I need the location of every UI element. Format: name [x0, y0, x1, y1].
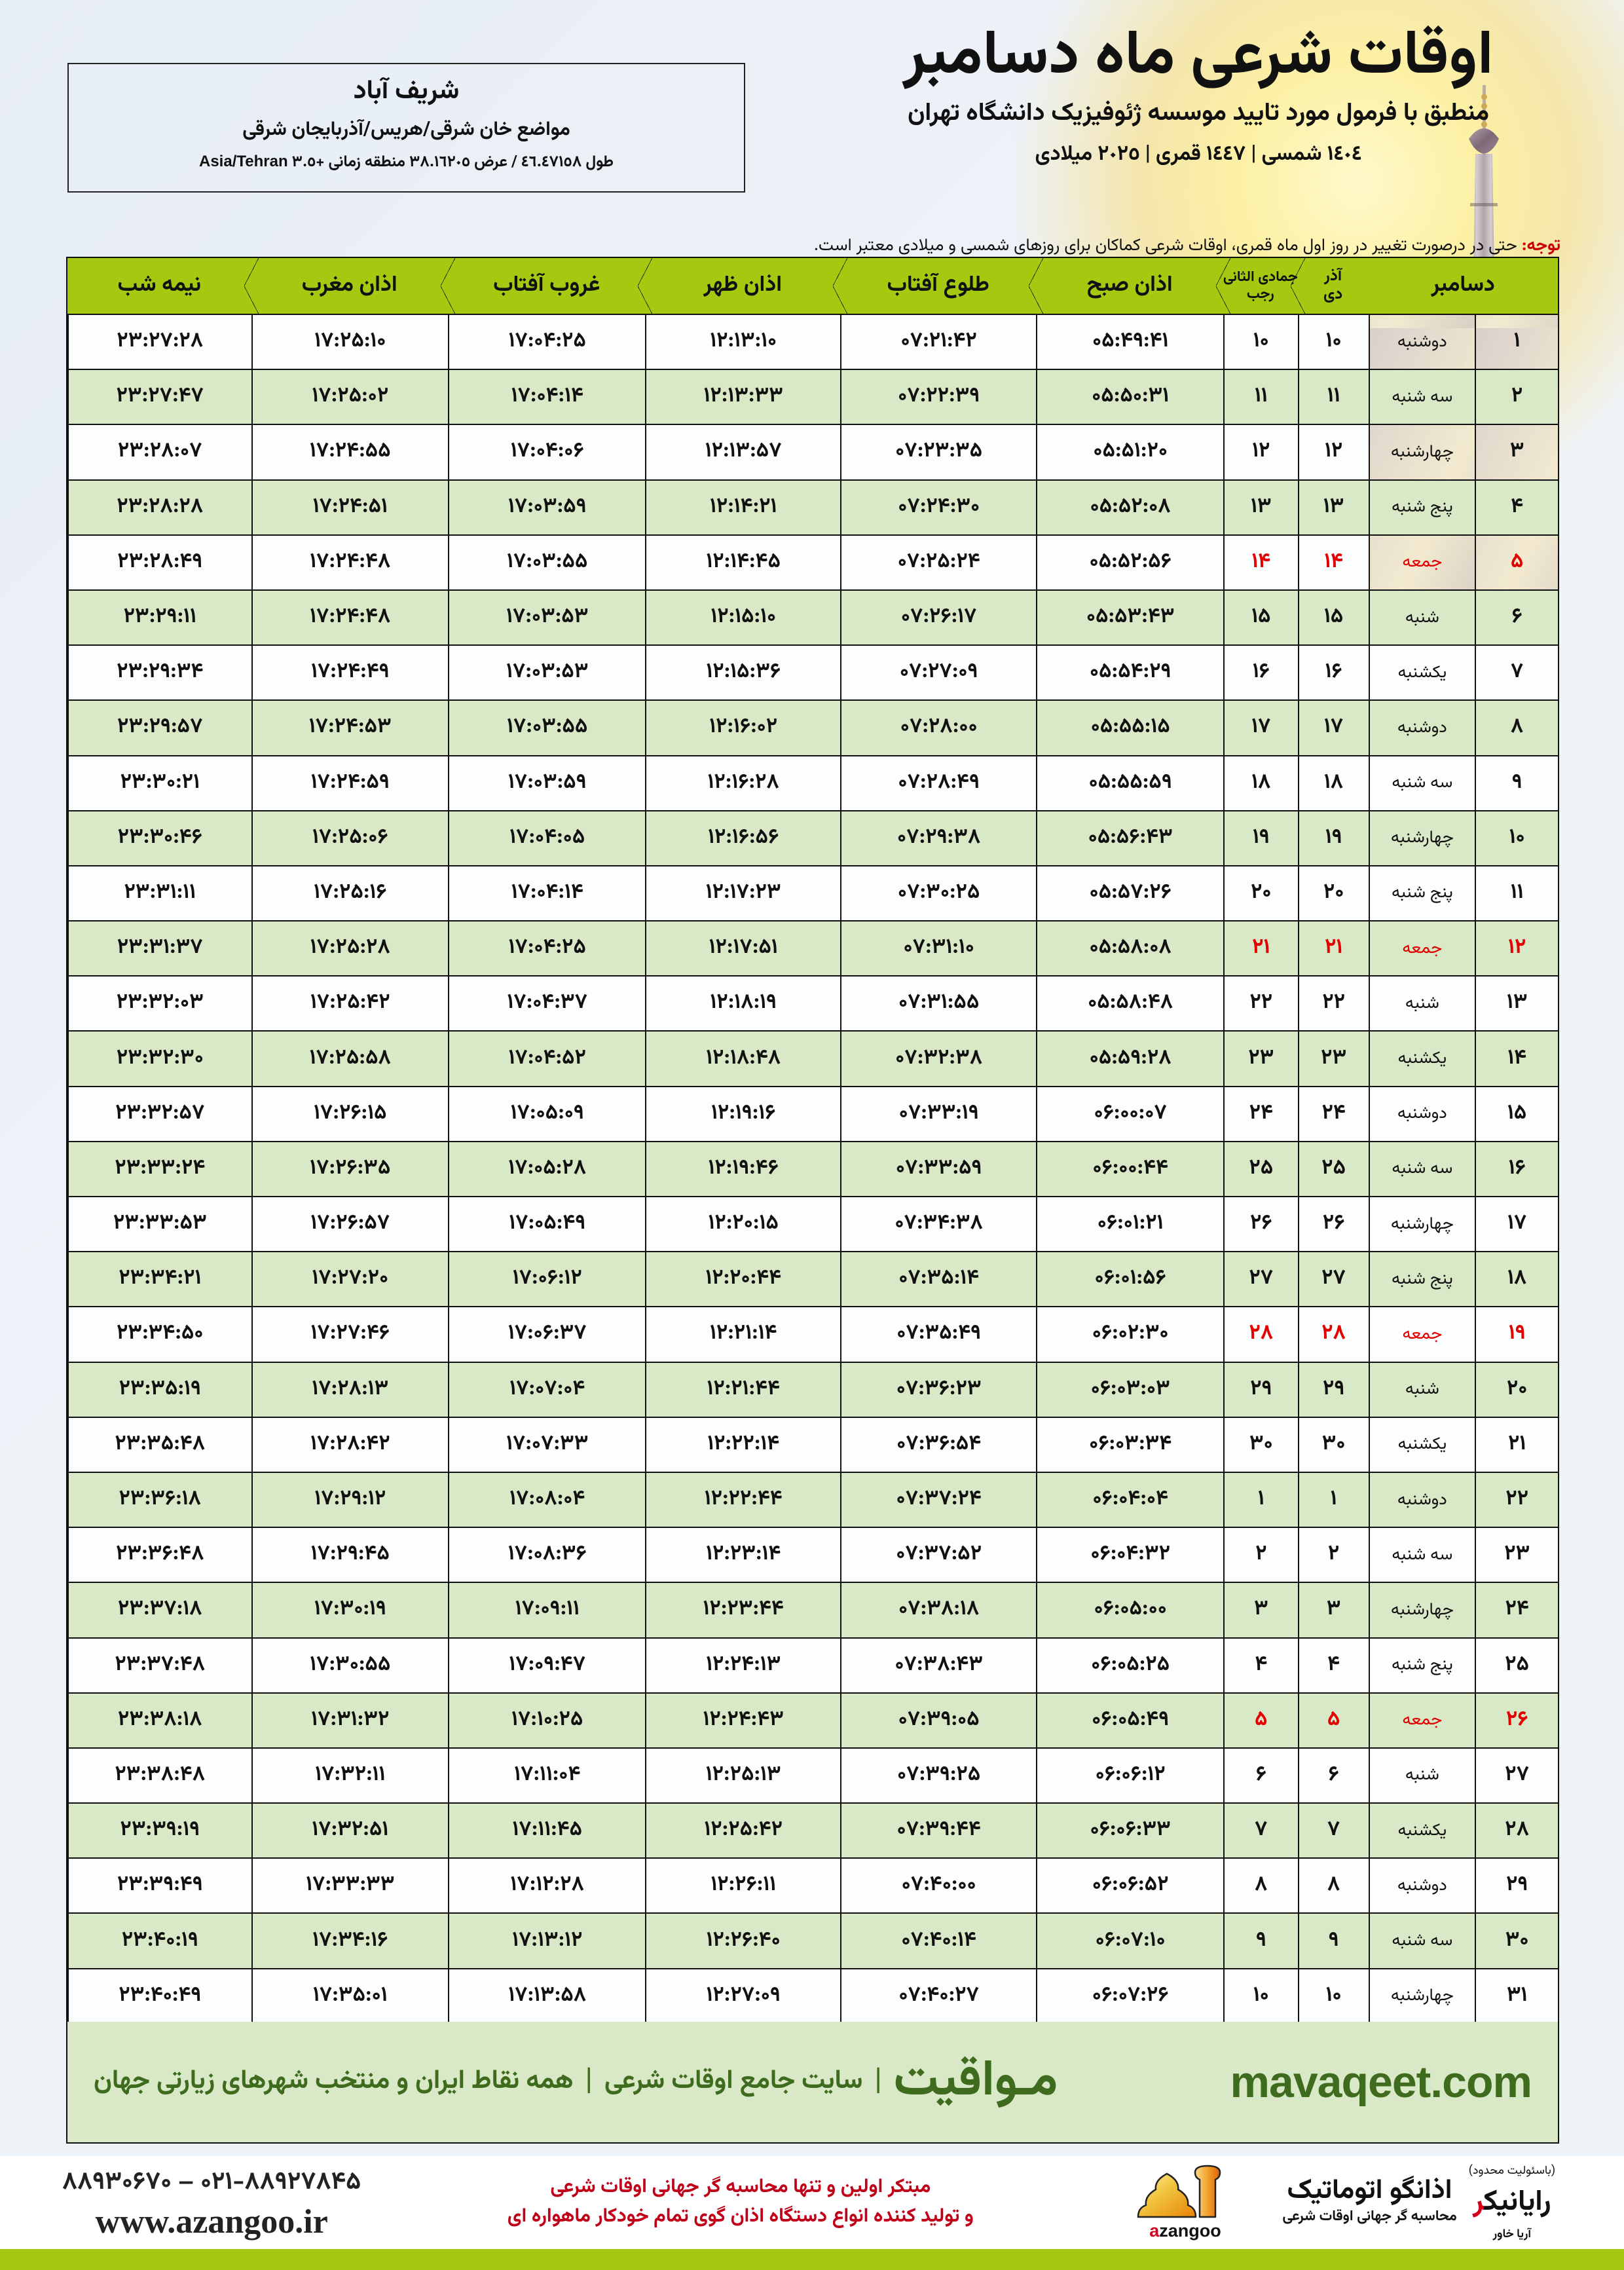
- svg-text:azangoo: azangoo: [1150, 2221, 1222, 2241]
